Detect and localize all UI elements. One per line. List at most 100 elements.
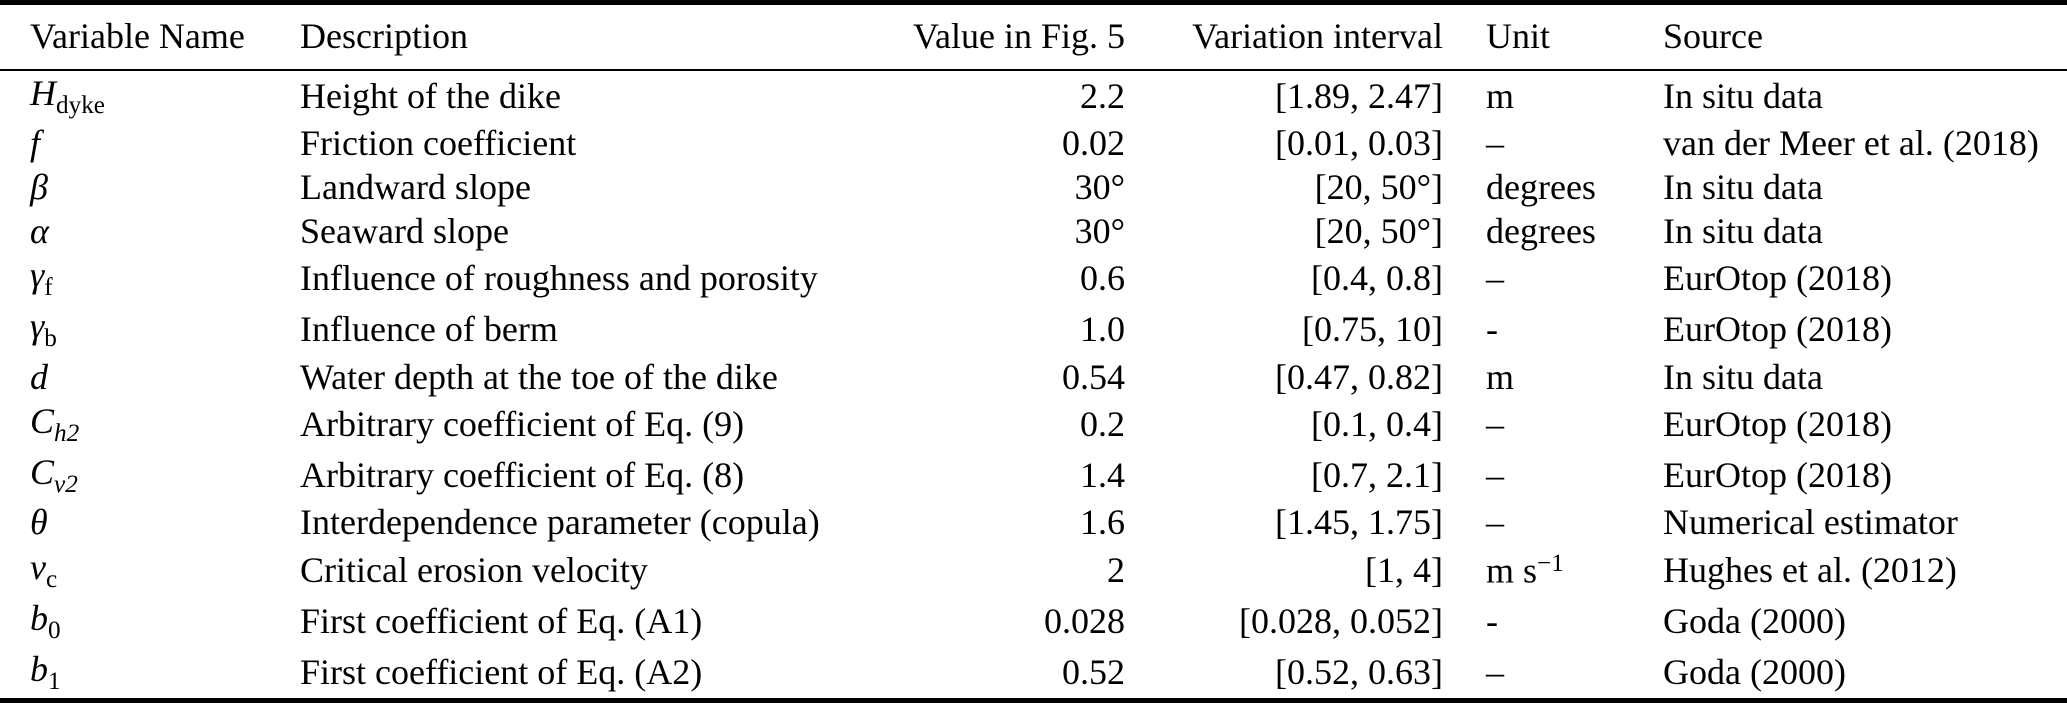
variable-subscript: v2	[54, 470, 78, 498]
table-row: β Landward slope 30° [20, 50°] degrees In sit…	[0, 166, 2067, 210]
table-row: α Seaward slope 30° [20, 50°] degrees In situ…	[0, 210, 2067, 254]
cell-value-in-fig-5: 0.6	[1080, 258, 1125, 299]
cell-variable-name: α	[0, 210, 270, 254]
table-row: Cv2 Arbitrary coefficient of Eq. (8) 1.4 [0…	[0, 450, 2067, 501]
cell-value-in-fig-5: 30°	[1074, 167, 1125, 208]
cell-variable-name: vc	[0, 545, 270, 596]
variable-subscript: c	[45, 565, 58, 593]
variable-symbol: C	[30, 401, 55, 442]
unit-superscript: −1	[1537, 550, 1564, 578]
cell-value-in-fig-5: 0.54	[1062, 356, 1125, 397]
cell-variation-interval: [0.1, 0.4]	[1311, 404, 1443, 445]
cell-description: Arbitrary coefficient of Eq. (8)	[300, 454, 745, 495]
table-row: Hdyke Height of the dike 2.2 [1.89, 2.47] m I…	[0, 70, 2067, 122]
cell-unit: -	[1486, 600, 1498, 641]
table-row: b1 First coefficient of Eq. (A2) 0.52 [0.52…	[0, 647, 2067, 701]
cell-description: First coefficient of Eq. (A1)	[300, 600, 703, 641]
cell-source: EurOtop (2018)	[1663, 404, 1892, 445]
cell-source: Numerical estimator	[1663, 502, 1958, 543]
table-row: γb Influence of berm 1.0 [0.75, 10] - EurOtop…	[0, 305, 2067, 356]
variable-subscript: 0	[48, 616, 61, 644]
table-header: Variable Name Description Value in Fig. …	[0, 2, 2067, 71]
cell-variable-name: d	[0, 356, 270, 400]
variable-subscript: h2	[54, 420, 80, 448]
cell-source: In situ data	[1663, 75, 1823, 116]
cell-value-in-fig-5: 1.6	[1080, 502, 1125, 543]
cell-source: EurOtop (2018)	[1663, 309, 1892, 350]
cell-source: In situ data	[1663, 211, 1823, 252]
cell-value-in-fig-5: 0.52	[1062, 651, 1125, 692]
cell-variation-interval: [0.7, 2.1]	[1311, 454, 1443, 495]
cell-value-in-fig-5: 0.2	[1080, 404, 1125, 445]
variable-symbol: γ	[30, 306, 45, 347]
cell-description: Friction coefficient	[300, 123, 577, 164]
cell-variable-name: b1	[0, 647, 270, 701]
cell-unit: –	[1486, 502, 1504, 543]
cell-unit: –	[1486, 123, 1504, 164]
table-row: Ch2 Arbitrary coefficient of Eq. (9) 0.2 [0…	[0, 400, 2067, 451]
header-row: Variable Name Description Value in Fig. …	[0, 2, 2067, 71]
cell-description: Interdependence parameter (copula)	[300, 502, 820, 543]
column-header-unit: Unit	[1443, 2, 1653, 71]
table-row: b0 First coefficient of Eq. (A1) 0.028 [0.0…	[0, 596, 2067, 647]
cell-value-in-fig-5: 1.0	[1080, 309, 1125, 350]
table-row: d Water depth at the toe of the dike 0.54 […	[0, 356, 2067, 400]
cell-source: Goda (2000)	[1663, 600, 1846, 641]
variable-symbol: b	[30, 597, 48, 638]
table-row: γf Influence of roughness and porosity 0.6…	[0, 254, 2067, 305]
variable-symbol: β	[30, 167, 48, 208]
cell-unit: degrees	[1486, 211, 1596, 252]
table-row: f Friction coefficient 0.02 [0.01, 0.03] – va…	[0, 122, 2067, 166]
column-header-description: Description	[270, 2, 900, 71]
cell-unit: –	[1486, 404, 1504, 445]
cell-variation-interval: [0.75, 10]	[1302, 309, 1443, 350]
cell-description: Height of the dike	[300, 75, 561, 116]
cell-source: Hughes et al. (2012)	[1663, 549, 1957, 590]
variable-subscript: dyke	[56, 91, 105, 119]
cell-variable-name: γb	[0, 305, 270, 356]
cell-description: Influence of roughness and porosity	[300, 258, 818, 299]
table-row: vc Critical erosion velocity 2 [1, 4] m s−1 H…	[0, 545, 2067, 596]
variable-symbol: C	[30, 451, 55, 492]
cell-unit: m s−1	[1486, 550, 1564, 591]
cell-source: EurOtop (2018)	[1663, 454, 1892, 495]
cell-description: Seaward slope	[300, 211, 509, 252]
cell-description: Water depth at the toe of the dike	[300, 356, 778, 397]
cell-variation-interval: [1.89, 2.47]	[1275, 75, 1443, 116]
cell-variation-interval: [0.52, 0.63]	[1275, 651, 1443, 692]
cell-variable-name: b0	[0, 596, 270, 647]
cell-unit: m	[1486, 75, 1515, 116]
cell-variation-interval: [20, 50°]	[1314, 211, 1443, 252]
cell-unit: degrees	[1486, 167, 1596, 208]
cell-variation-interval: [0.4, 0.8]	[1311, 258, 1443, 299]
table-row: θ Interdependence parameter (copula) 1.6 [1…	[0, 501, 2067, 545]
cell-variable-name: θ	[0, 501, 270, 545]
cell-source: In situ data	[1663, 167, 1823, 208]
cell-unit: –	[1486, 651, 1504, 692]
cell-unit: –	[1486, 258, 1504, 299]
cell-description: Influence of berm	[300, 309, 558, 350]
cell-value-in-fig-5: 0.02	[1062, 123, 1125, 164]
column-header-source: Source	[1653, 2, 2067, 71]
cell-source: Goda (2000)	[1663, 651, 1846, 692]
cell-description: Critical erosion velocity	[300, 549, 648, 590]
cell-source: van der Meer et al. (2018)	[1663, 123, 2039, 164]
variable-subscript: 1	[48, 667, 61, 695]
variable-symbol: α	[30, 211, 49, 252]
cell-variable-name: β	[0, 166, 270, 210]
cell-variation-interval: [0.01, 0.03]	[1275, 123, 1443, 164]
cell-unit: -	[1486, 309, 1498, 350]
cell-variable-name: f	[0, 122, 270, 166]
column-header-variation-interval: Variation interval	[1125, 2, 1443, 71]
cell-value-in-fig-5: 1.4	[1080, 454, 1125, 495]
variable-subscript: b	[44, 325, 57, 353]
cell-variation-interval: [1, 4]	[1365, 549, 1443, 590]
cell-description: Landward slope	[300, 167, 531, 208]
cell-variable-name: γf	[0, 254, 270, 305]
variable-subscript: f	[44, 274, 53, 302]
column-header-variable-name: Variable Name	[0, 2, 270, 71]
cell-description: First coefficient of Eq. (A2)	[300, 651, 703, 692]
column-header-value-in-fig-5: Value in Fig. 5	[900, 2, 1125, 71]
cell-value-in-fig-5: 0.028	[1044, 600, 1125, 641]
